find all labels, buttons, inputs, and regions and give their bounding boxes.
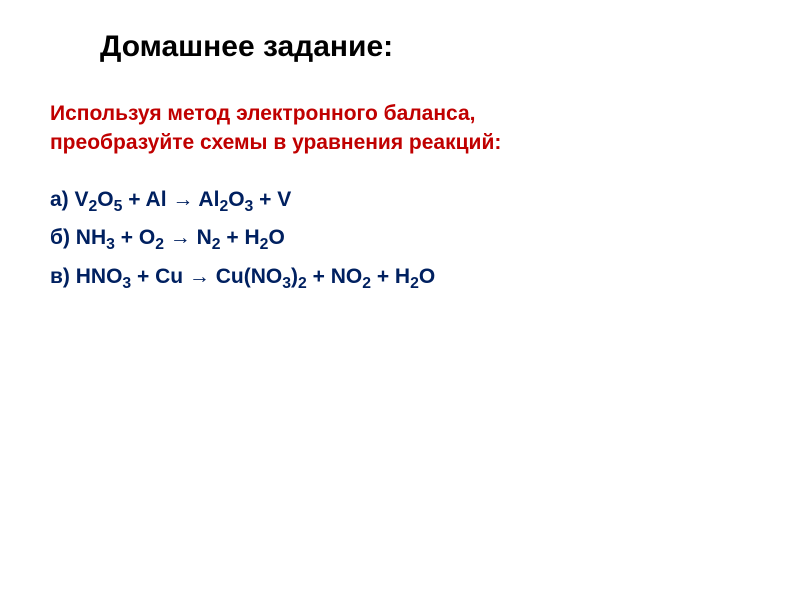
equation-c: в) HNO3 + Cu → Cu(NO3)2 + NO2 + H2O xyxy=(50,260,750,296)
eq-b-part: + H xyxy=(221,226,260,249)
instruction-line-1: Используя метод электронного баланса, xyxy=(50,102,475,125)
slide-title: Домашнее задание: xyxy=(100,30,750,64)
eq-c-part: в) HNO xyxy=(50,265,122,288)
eq-c-sub: 3 xyxy=(122,275,131,292)
eq-c-sub: 2 xyxy=(362,275,371,292)
eq-a-part: O xyxy=(228,188,244,211)
eq-a-part: + Al → Al xyxy=(122,188,219,211)
eq-b-sub: 2 xyxy=(212,236,221,253)
instruction-block: Используя метод электронного баланса, пр… xyxy=(50,99,750,158)
eq-c-part: + H xyxy=(371,265,410,288)
eq-b-sub: 2 xyxy=(155,236,164,253)
eq-a-sub: 3 xyxy=(245,198,254,215)
equation-b: б) NH3 + O2 → N2 + H2O xyxy=(50,221,750,257)
eq-c-sub: 3 xyxy=(282,275,291,292)
eq-b-part: + O xyxy=(115,226,155,249)
eq-b-part: → N xyxy=(164,226,212,249)
eq-a-part: O xyxy=(97,188,113,211)
eq-c-part: + Cu → Cu(NO xyxy=(131,265,282,288)
eq-a-part: а) V xyxy=(50,188,89,211)
eq-a-sub: 2 xyxy=(89,198,98,215)
equation-a: а) V2O5 + Al → Al2O3 + V xyxy=(50,183,750,219)
eq-b-part: б) NH xyxy=(50,226,106,249)
eq-a-sub: 2 xyxy=(219,198,228,215)
eq-c-sub: 2 xyxy=(410,275,419,292)
eq-c-sub: 2 xyxy=(298,275,307,292)
eq-c-part: + NO xyxy=(307,265,362,288)
eq-c-part: ) xyxy=(291,265,298,288)
eq-a-part: + V xyxy=(253,188,291,211)
instruction-line-2: преобразуйте схемы в уравнения реакций: xyxy=(50,131,501,154)
eq-b-part: O xyxy=(268,226,284,249)
eq-c-part: O xyxy=(419,265,435,288)
eq-b-sub: 3 xyxy=(106,236,115,253)
